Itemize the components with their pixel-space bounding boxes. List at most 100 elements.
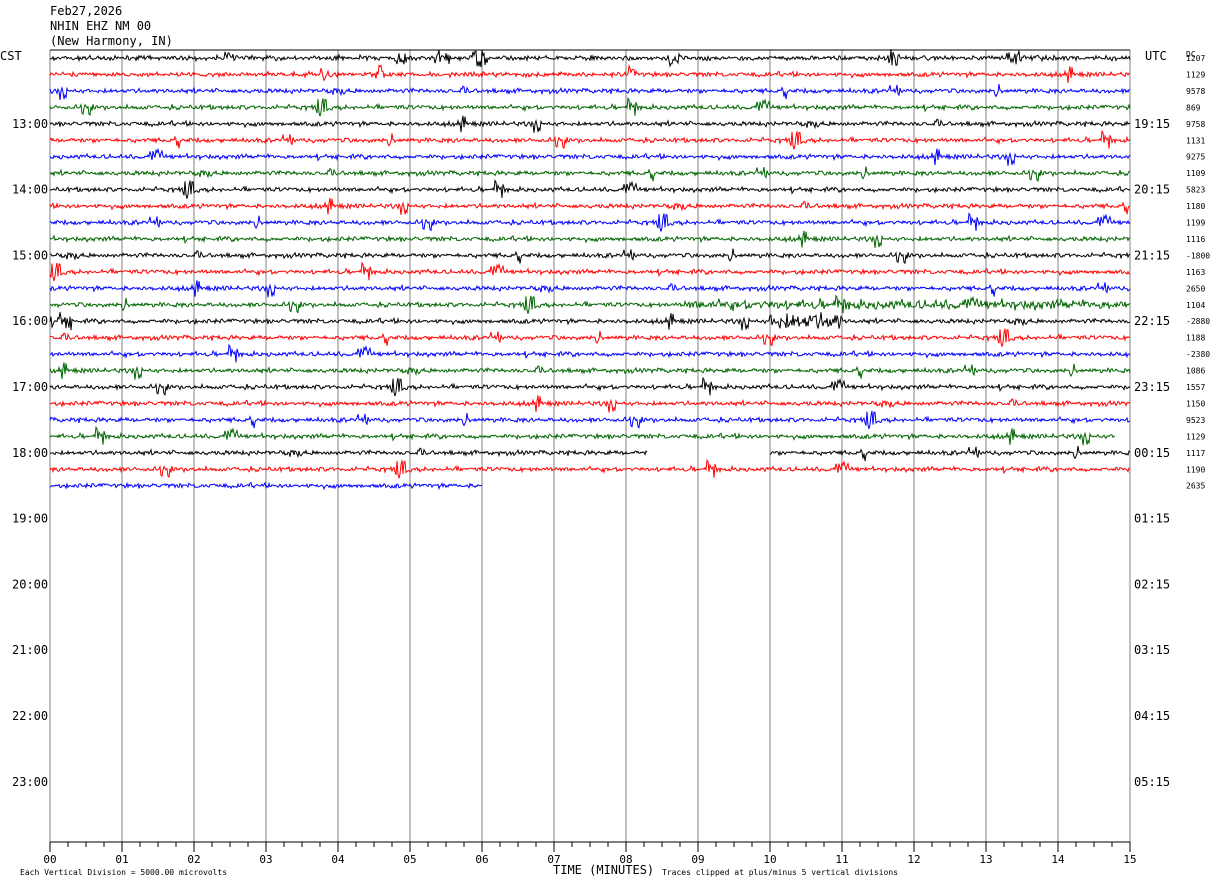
dc-offset-label: 2635 — [1186, 482, 1205, 491]
x-tick-label: 05 — [403, 853, 416, 866]
x-tick-label: 15 — [1123, 853, 1136, 866]
dc-offset-label: 1129 — [1186, 70, 1205, 79]
right-hour-label: 05:15 — [1134, 775, 1170, 789]
seismic-trace — [49, 179, 1131, 199]
seismic-trace — [49, 212, 1131, 232]
dc-offset-label: 1117 — [1186, 449, 1205, 458]
seismic-trace — [49, 230, 1131, 248]
left-hour-label: 20:00 — [12, 577, 48, 591]
right-hour-label: 21:15 — [1134, 248, 1170, 262]
x-tick-label: 10 — [763, 853, 776, 866]
right-hour-label: 23:15 — [1134, 380, 1170, 394]
right-hour-label: 01:15 — [1134, 512, 1170, 526]
x-axis-title: TIME (MINUTES) — [553, 863, 654, 877]
left-hour-label: 21:00 — [12, 643, 48, 657]
right-hour-label: 02:15 — [1134, 577, 1170, 591]
dc-offset-label: 1557 — [1186, 383, 1205, 392]
seismic-trace — [49, 312, 1131, 331]
x-tick-label: 01 — [115, 853, 128, 866]
right-hour-label: 03:15 — [1134, 643, 1170, 657]
seismic-trace — [49, 64, 1131, 83]
dc-offset-label: 9523 — [1186, 416, 1205, 425]
right-hour-label: 00:15 — [1134, 446, 1170, 460]
seismic-trace — [49, 280, 1131, 298]
left-hour-label: 17:00 — [12, 380, 48, 394]
x-tick-label: 03 — [259, 853, 272, 866]
dc-offset-label: 2650 — [1186, 284, 1205, 293]
left-hour-label: 23:00 — [12, 775, 48, 789]
seismic-trace — [49, 447, 648, 459]
dc-offset-label: 1190 — [1186, 465, 1205, 474]
dc-offset-label: 9758 — [1186, 120, 1205, 129]
dc-offset-label: 1131 — [1186, 136, 1205, 145]
dc-offset-label: 1188 — [1186, 334, 1205, 343]
seismic-trace — [49, 343, 1131, 363]
dc-header-label: DC — [1186, 50, 1196, 59]
x-tick-label: 06 — [475, 853, 488, 866]
left-hour-label: 22:00 — [12, 709, 48, 723]
dc-offset-label: 1116 — [1186, 235, 1205, 244]
left-hour-label: 16:00 — [12, 314, 48, 328]
dc-offset-label: 1086 — [1186, 367, 1205, 376]
minute-grid — [49, 49, 1131, 852]
x-tick-label: 09 — [691, 853, 704, 866]
seismic-trace — [49, 395, 1131, 413]
dc-offset-label: 1150 — [1186, 399, 1205, 408]
seismic-trace — [49, 96, 1131, 117]
right-hour-label: 19:15 — [1134, 117, 1170, 131]
seismic-traces — [49, 48, 1131, 491]
seismic-trace — [49, 328, 1131, 347]
seismic-trace — [49, 458, 1131, 479]
seismic-trace — [49, 410, 1131, 430]
left-timezone-label: CST — [0, 49, 22, 63]
dc-offset-label: 1180 — [1186, 202, 1205, 211]
seismic-trace — [49, 147, 1131, 166]
dc-offset-label: 9578 — [1186, 87, 1205, 96]
right-hour-label: 04:15 — [1134, 709, 1170, 723]
dc-offset-label: 9275 — [1186, 153, 1205, 162]
x-tick-label: 07 — [547, 853, 560, 866]
dc-offset-label: 869 — [1186, 103, 1201, 112]
seismic-trace — [49, 481, 483, 491]
x-tick-label: 08 — [619, 853, 632, 866]
dc-offset-label: -2880 — [1186, 317, 1210, 326]
seismic-trace — [49, 197, 1130, 216]
dc-offset-label: 1163 — [1186, 268, 1205, 277]
header-date: Feb27,2026 — [50, 4, 123, 18]
dc-offset-label: -2380 — [1186, 350, 1210, 359]
seismic-trace — [49, 129, 1131, 150]
x-tick-label: 14 — [1051, 853, 1065, 866]
right-timezone-label: UTC — [1145, 49, 1167, 63]
scale-note: Each Vertical Division = 5000.00 microvo… — [20, 868, 227, 877]
dc-offset-label: 1207 — [1186, 54, 1205, 63]
left-hour-label: 19:00 — [12, 512, 48, 526]
left-hour-label: 14:00 — [12, 183, 48, 197]
seismic-trace — [50, 248, 1131, 265]
right-hour-label: 22:15 — [1134, 314, 1170, 328]
left-hour-label: 15:00 — [12, 248, 48, 262]
x-tick-label: 04 — [331, 853, 345, 866]
dc-offset-label: 1199 — [1186, 219, 1205, 228]
right-hour-label: 20:15 — [1134, 183, 1170, 197]
dc-offset-label: -1800 — [1186, 251, 1210, 260]
x-tick-label: 02 — [187, 853, 200, 866]
seismic-trace — [49, 166, 1131, 182]
seismic-trace — [49, 48, 1131, 68]
seismic-trace — [49, 425, 1116, 446]
dc-offset-label: 5823 — [1186, 186, 1205, 195]
seismic-trace — [49, 376, 1131, 397]
clip-note: Traces clipped at plus/minus 5 vertical … — [662, 868, 898, 877]
header-station: NHIN EHZ NM 00 — [50, 19, 152, 33]
seismic-trace — [49, 261, 1131, 282]
seismic-trace — [769, 445, 1131, 462]
x-tick-label: 12 — [907, 853, 920, 866]
x-tick-label: 11 — [835, 853, 848, 866]
x-tick-label: 13 — [979, 853, 992, 866]
left-hour-label: 18:00 — [12, 446, 48, 460]
axis-labels: 00 01 02 03 04 05 06 07 08 09 10 11 12 13 14 15 13:00 14:… — [12, 54, 1210, 866]
seismic-trace — [49, 294, 1131, 314]
dc-offset-label: 1129 — [1186, 432, 1205, 441]
header-location: (New Harmony, IN) — [50, 34, 173, 48]
dc-offset-label: 1109 — [1186, 169, 1205, 178]
